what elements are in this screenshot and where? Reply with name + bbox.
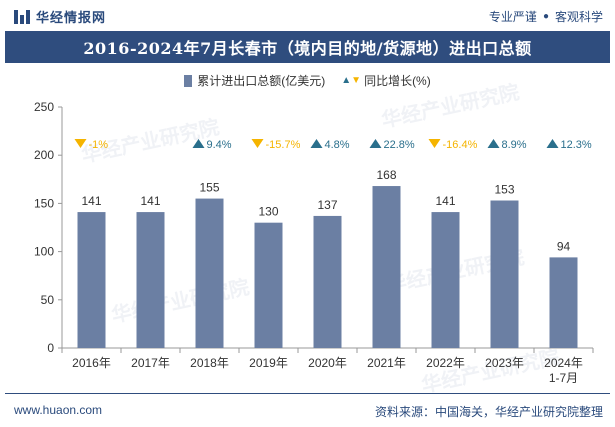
logo-bars-icon [14,8,30,24]
chart-title: 2016-2024年7月长春市（境内目的地/货源地）进出口总额 [83,39,532,58]
legend-growth-label: 同比增长(%) [364,74,431,88]
triangle-up-icon: ▲ [341,75,352,86]
footer-website: www.huaon.com [14,403,103,417]
legend-item-bar: 累计进出口总额(亿美元) [184,72,325,89]
y-tick-label: 100 [34,245,54,259]
growth-down-triangle-icon [251,139,264,148]
chart-legend: 累计进出口总额(亿美元) ▲ ▼ 同比增长(%) [0,72,615,89]
top-bar: 华经情报网 专业严谨 ● 客观科学 [0,0,615,30]
bar [490,200,519,348]
x-tick-label: 2023年 [485,356,524,370]
footer-source: 资料来源：中国海关，华经产业研究院整理 [374,405,603,419]
bar-value-label: 168 [376,168,396,182]
slogan-dot-icon: ● [542,11,549,22]
bar-value-label: 94 [557,239,571,253]
triangle-down-icon: ▼ [351,75,362,86]
growth-label: 9.4% [207,139,232,151]
growth-down-triangle-icon [74,139,87,148]
growth-label: 8.9% [502,139,527,151]
y-tick-label: 0 [47,341,54,355]
chart-title-bar: 2016-2024年7月长春市（境内目的地/货源地）进出口总额 [5,31,610,63]
legend-bar-swatch [184,74,193,87]
growth-down-triangle-icon [428,139,441,148]
growth-up-triangle-icon [487,139,500,148]
bar [136,212,165,348]
bar [313,215,342,348]
x-tick-label: 2021年 [367,356,406,370]
growth-up-triangle-icon [192,139,205,148]
growth-up-triangle-icon [546,139,559,148]
x-tick-label: 2018年 [190,356,229,370]
bar [254,222,283,348]
x-tick-label: 2019年 [249,356,288,370]
x-tick-label: 2020年 [308,356,347,370]
footer-divider [5,393,610,394]
growth-label: 4.8% [325,139,350,151]
bar-value-label: 153 [494,183,514,197]
bar [431,212,460,348]
footer: www.huaon.com 资料来源：中国海关，华经产业研究院整理 [0,393,615,427]
logo-text: 华经情报网 [36,9,107,25]
y-tick-label: 200 [34,148,54,162]
bar [372,186,401,348]
growth-label: -16.4% [443,139,478,151]
legend-bar-label: 累计进出口总额(亿美元) [197,74,326,88]
x-tick-label: 2024年 [544,356,583,370]
slogan-right: 客观科学 [554,10,603,24]
bar [77,212,106,348]
growth-label: -15.7% [266,139,301,151]
x-tick-label: 2017年 [131,356,170,370]
legend-item-growth: ▲ ▼ 同比增长(%) [341,72,430,89]
y-tick-label: 250 [34,100,54,114]
x-tick-label: 2016年 [72,356,111,370]
bar-value-label: 155 [199,181,219,195]
y-tick-label: 50 [41,293,55,307]
bar-value-label: 130 [258,205,278,219]
logo: 华经情报网 [14,7,106,25]
growth-label: 22.8% [384,139,415,151]
slogan: 专业严谨 ● 客观科学 [489,8,603,25]
x-tick-label: 2022年 [426,356,465,370]
slogan-left: 专业严谨 [488,10,537,24]
x-tick-label: 1-7月 [549,371,578,385]
bar-value-label: 141 [435,194,455,208]
bar [549,257,578,348]
bar-value-label: 141 [81,194,101,208]
bar [195,198,224,348]
growth-up-triangle-icon [310,139,323,148]
growth-label: -1% [89,139,109,151]
bar-value-label: 141 [140,194,160,208]
growth-up-triangle-icon [369,139,382,148]
growth-label: 12.3% [561,139,592,151]
y-tick-label: 150 [34,196,54,210]
bar-value-label: 137 [317,198,337,212]
